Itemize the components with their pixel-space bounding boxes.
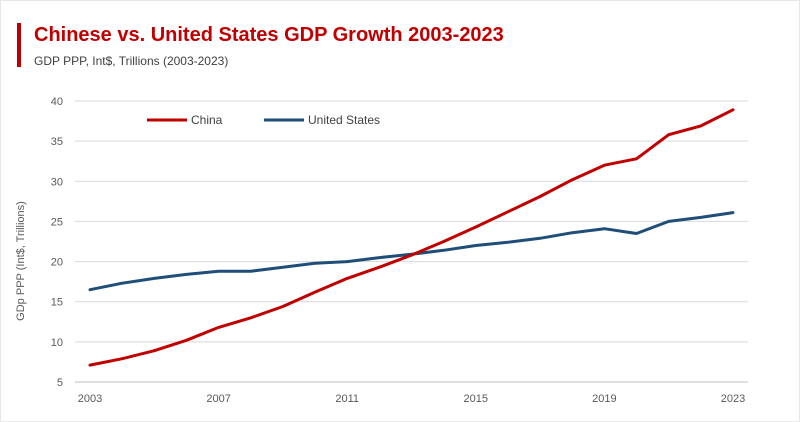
- x-tick-label: 2011: [335, 393, 359, 405]
- x-tick-label: 2023: [721, 393, 745, 405]
- x-tick-label: 2007: [206, 393, 230, 405]
- y-tick-label: 30: [51, 176, 63, 188]
- legend-label-china: China: [191, 113, 223, 127]
- x-tick-label: 2019: [592, 393, 616, 405]
- y-tick-label: 40: [51, 96, 63, 108]
- y-tick-label: 10: [51, 337, 63, 349]
- y-tick-label: 20: [51, 257, 63, 269]
- y-tick-label: 5: [57, 377, 63, 389]
- series-line-china: [88, 108, 735, 367]
- y-axis-title: GDp PPP (Int$, Trillions): [15, 201, 27, 321]
- series-line-united-states: [88, 211, 735, 292]
- x-tick-label: 2003: [78, 393, 102, 405]
- x-tick-label: 2015: [464, 393, 488, 405]
- y-tick-label: 35: [51, 136, 63, 148]
- y-tick-label: 15: [51, 297, 63, 309]
- chart-title: Chinese vs. United States GDP Growth 200…: [34, 24, 504, 46]
- chart-subtitle: GDP PPP, Int$, Trillions (2003-2023): [34, 54, 229, 68]
- title-accent-bar: [17, 23, 21, 67]
- legend-label-united-states: United States: [308, 113, 380, 127]
- y-tick-label: 25: [51, 216, 63, 228]
